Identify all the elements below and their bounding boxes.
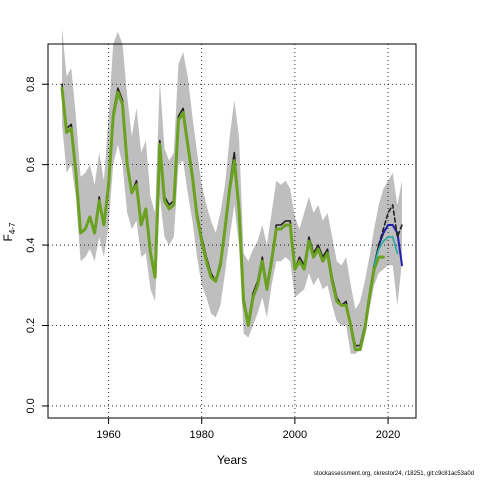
y-axis: 0.0 0.2 0.4 0.6 0.8 (25, 77, 48, 414)
confidence-band (62, 27, 402, 354)
x-tick-label: 1960 (96, 429, 120, 441)
y-tick-label: 0.2 (25, 318, 37, 333)
x-tick-label: 2000 (283, 429, 307, 441)
plot-frame (47, 43, 417, 419)
y-axis-title-base: F (1, 234, 15, 241)
x-axis: 1960 1980 2000 2020 (96, 418, 400, 441)
series-line-3 (373, 236, 399, 266)
footer-credit: stockassessment.org, ckrestor24, r18251,… (313, 471, 474, 477)
y-axis-title: F4-7 (1, 222, 17, 241)
y-tick-label: 0.8 (25, 77, 37, 92)
y-tick-label: 0.4 (25, 237, 37, 252)
y-tick-label: 0.6 (25, 157, 37, 172)
y-tick-label: 0.0 (25, 398, 37, 413)
x-axis-title: Years (217, 453, 247, 467)
y-axis-title-sub: 4-7 (8, 222, 17, 234)
x-tick-label: 2020 (376, 429, 400, 441)
series-line-5 (377, 204, 403, 246)
confidence-band-layer (62, 27, 402, 354)
x-tick-label: 1980 (189, 429, 213, 441)
series-line-2 (60, 86, 385, 352)
series-layer (60, 83, 403, 352)
series-line-4 (377, 224, 403, 267)
